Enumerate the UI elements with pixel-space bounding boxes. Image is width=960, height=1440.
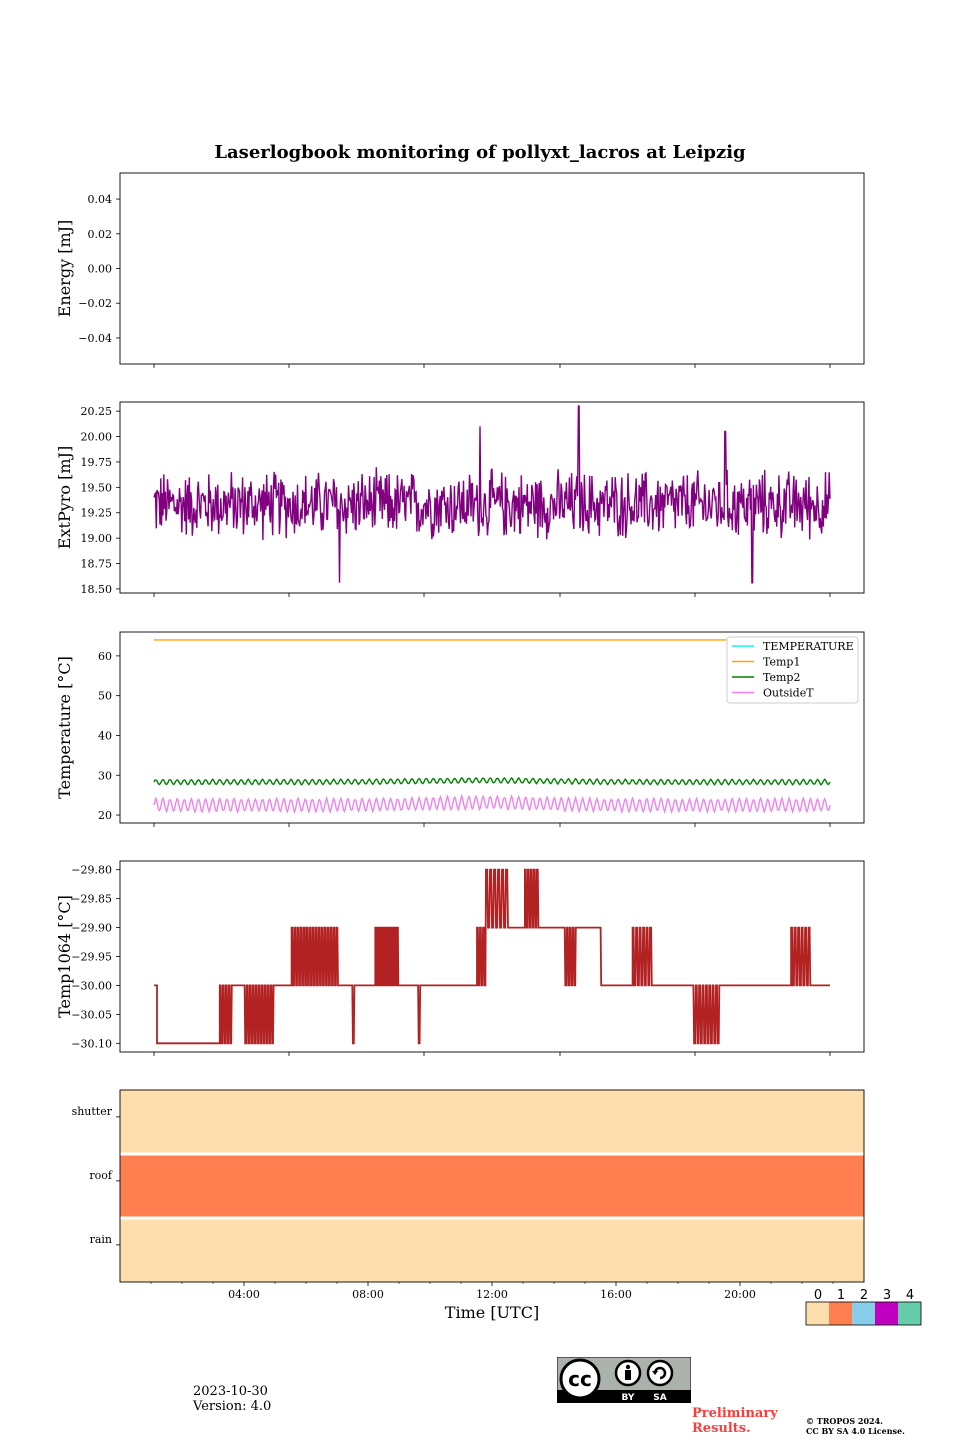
axes-frame: [119, 860, 865, 1053]
chart-title: Laserlogbook monitoring of pollyxt_lacro…: [214, 142, 746, 163]
series-temp1064: [154, 868, 830, 1045]
panel-temp1064: −29.80 −29.85 −29.90 −29.95 −30.00 −30.05 −30.…: [55, 860, 865, 1056]
legend-box: [726, 636, 859, 704]
y-tick-label: 40: [98, 729, 112, 742]
x-tick-label: 20:00: [724, 1288, 756, 1301]
panel-temperature: 60 50 40 30 20 Temperature [°C] TEMPERATURE Tem…: [55, 631, 865, 827]
copyright-line-2: CC BY SA 4.0 License.: [806, 1426, 905, 1436]
y-tick-label: 18.75: [81, 558, 113, 571]
y-tick-label: 60: [98, 650, 112, 663]
axes-frame: [119, 172, 865, 365]
preliminary-line-1: Preliminary: [692, 1406, 778, 1421]
colorbar-swatch: [806, 1302, 829, 1325]
status-row-roof: [120, 1154, 864, 1218]
y-tick-label: −29.95: [71, 951, 112, 964]
axes-frame: [119, 631, 865, 824]
share-alike-icon: [646, 1359, 674, 1387]
row-label: shutter: [72, 1105, 113, 1118]
y-axis-label: ExtPyro [mJ]: [55, 446, 74, 549]
axes-frame: [119, 401, 865, 594]
y-tick-label: 19.50: [81, 481, 113, 494]
y-tick-label: −29.80: [71, 864, 112, 877]
colorbar-label: 1: [837, 1288, 845, 1303]
y-tick-label: −29.85: [71, 893, 112, 906]
colorbar-swatch: [829, 1302, 852, 1325]
x-axis-label: Time [UTC]: [445, 1303, 539, 1322]
attribution-icon: [614, 1359, 642, 1387]
y-tick-label: 19.00: [81, 532, 113, 545]
y-tick-label: 30: [98, 769, 112, 782]
panel-status: shutter roof rain 04:00 08:00 12:00 16:00 20:00…: [72, 1089, 922, 1326]
preliminary-line-2: Results.: [692, 1421, 751, 1436]
x-tick-label: 12:00: [476, 1288, 508, 1301]
panel-extpyro: 20.25 20.00 19.75 19.50 19.25 19.00 18.75 18.50…: [55, 401, 865, 597]
row-label: roof: [89, 1169, 113, 1182]
y-axis-label: Temperature [°C]: [55, 656, 74, 799]
legend-label: Temp2: [763, 671, 800, 684]
y-tick-label: −30.10: [71, 1037, 112, 1050]
status-row-shutter: [120, 1090, 864, 1154]
y-tick-label: 20: [98, 809, 112, 822]
y-tick-label: 0.00: [88, 263, 113, 276]
y-axis-label: Energy [mJ]: [55, 220, 74, 318]
colorbar-frame: [805, 1301, 922, 1326]
row-label: rain: [90, 1233, 112, 1246]
y-tick-label: 0.04: [88, 193, 113, 206]
colorbar-swatch: [898, 1302, 921, 1325]
y-tick-label: −30.05: [71, 1008, 112, 1021]
series-extpyro: [153, 405, 831, 584]
x-tick-label: 16:00: [600, 1288, 632, 1301]
y-tick-label: −29.90: [71, 922, 112, 935]
y-tick-label: 18.50: [81, 583, 113, 596]
x-tick-label: 08:00: [352, 1288, 384, 1301]
colorbar-swatch: [875, 1302, 898, 1325]
y-tick-label: 0.02: [88, 228, 113, 241]
y-tick-label: −30.00: [71, 979, 112, 992]
colorbar-label: 2: [860, 1288, 868, 1303]
legend-label: TEMPERATURE: [763, 640, 854, 653]
legend-label: OutsideT: [763, 687, 814, 700]
version-label: Version: 4.0: [193, 1399, 272, 1414]
y-tick-label: −0.04: [78, 332, 112, 345]
y-axis-label: Temp1064 [°C]: [55, 895, 74, 1018]
colorbar-label: 4: [906, 1288, 914, 1303]
panel-energy: 0.04 0.02 0.00 −0.02 −0.04 Energy [mJ]: [55, 172, 865, 368]
cc-sa-label: SA: [653, 1393, 666, 1403]
series-temp2: [153, 776, 831, 786]
copyright-notice: © TROPOS 2024. CC BY SA 4.0 License.: [806, 1416, 946, 1436]
y-tick-label: 19.25: [81, 507, 113, 520]
colorbar-label: 3: [883, 1288, 891, 1303]
y-tick-label: 20.00: [81, 431, 113, 444]
status-row-rain: [120, 1218, 864, 1282]
cc-license-badge: cc BY SA: [557, 1357, 691, 1403]
cc-by-label: BY: [622, 1393, 635, 1403]
svg-text:cc: cc: [568, 1367, 592, 1391]
date-label: 2023-10-30: [193, 1384, 268, 1399]
y-tick-label: −0.02: [78, 297, 112, 310]
preliminary-label: Preliminary Results.: [692, 1406, 792, 1436]
series-outsidet: [153, 793, 831, 815]
colorbar-label: 0: [814, 1288, 822, 1303]
colorbar-swatch: [852, 1302, 875, 1325]
legend-label: Temp1: [763, 656, 800, 669]
y-tick-label: 50: [98, 690, 112, 703]
cc-icon: cc: [559, 1358, 601, 1400]
y-tick-label: 19.75: [81, 456, 113, 469]
y-tick-label: 20.25: [81, 405, 113, 418]
legend: TEMPERATURE Temp1 Temp2 OutsideT: [726, 636, 859, 704]
copyright-line-1: © TROPOS 2024.: [806, 1416, 883, 1426]
x-tick-label: 04:00: [228, 1288, 260, 1301]
